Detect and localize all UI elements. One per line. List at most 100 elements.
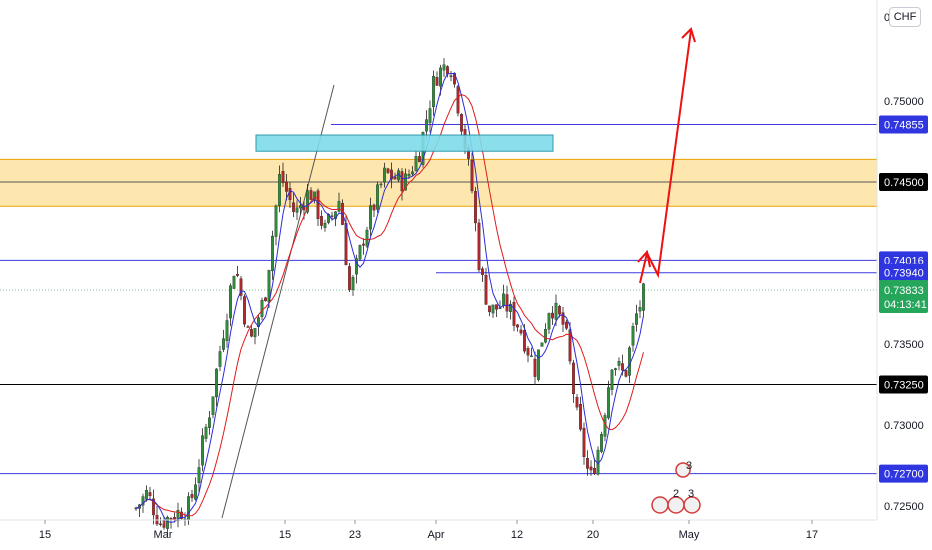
candle-body bbox=[523, 329, 526, 352]
candle-body bbox=[243, 296, 246, 325]
candle-body bbox=[442, 64, 446, 71]
y-tick-label: 0.72500 bbox=[884, 501, 924, 513]
candle-body bbox=[551, 312, 554, 319]
candle-body bbox=[201, 435, 204, 466]
candle-body bbox=[484, 275, 488, 305]
candle-body bbox=[624, 370, 628, 377]
candlesticks bbox=[134, 58, 645, 537]
price-badge-label: 0.73250 bbox=[884, 380, 924, 392]
price-badge-label: 0.74500 bbox=[884, 177, 924, 189]
candle-body bbox=[456, 86, 460, 114]
candle-body bbox=[278, 174, 281, 206]
candle-body bbox=[474, 191, 477, 224]
candle-body bbox=[285, 181, 288, 192]
candle-body bbox=[460, 114, 463, 132]
candle-body bbox=[568, 329, 572, 362]
candle-body bbox=[376, 184, 379, 210]
supply-zone bbox=[0, 159, 877, 207]
candle-body bbox=[236, 274, 239, 276]
candle-body bbox=[141, 496, 145, 506]
price-axis[interactable]: 0.75000 0.73500 0.73000 0.72500 0. bbox=[884, 12, 924, 513]
candle-body bbox=[348, 266, 351, 290]
candle-body bbox=[565, 321, 568, 329]
candle-body bbox=[477, 222, 481, 271]
candle-body bbox=[299, 205, 302, 209]
x-tick-label: 20 bbox=[587, 529, 599, 541]
candle-body bbox=[253, 328, 257, 338]
trend-line-gray bbox=[221, 84, 335, 519]
candle-body bbox=[145, 490, 148, 500]
candle-body bbox=[505, 294, 509, 312]
y-tick-label: 0.73500 bbox=[884, 339, 924, 351]
candle-body bbox=[435, 77, 439, 86]
candle-body bbox=[225, 320, 229, 341]
current-price-badge: 0.73833 04:13:41 bbox=[879, 280, 928, 314]
x-tick-label: Mar bbox=[154, 529, 173, 541]
candle-body bbox=[414, 156, 418, 171]
candle-body bbox=[638, 307, 642, 312]
candle-body bbox=[540, 342, 544, 347]
price-badge-bg bbox=[879, 375, 928, 394]
x-tick-label: May bbox=[679, 529, 700, 541]
y-tick-label: 0. bbox=[884, 12, 893, 24]
candle-body bbox=[372, 204, 376, 211]
candle-body bbox=[418, 156, 421, 163]
candle-body bbox=[162, 520, 166, 528]
price-badge-bg bbox=[879, 173, 928, 191]
current-price-label: 0.73833 bbox=[884, 285, 924, 297]
candle-body bbox=[362, 243, 365, 246]
candle-body bbox=[642, 283, 645, 311]
candle-body bbox=[334, 211, 337, 220]
candle-body bbox=[446, 66, 449, 75]
candle-body bbox=[152, 498, 155, 516]
x-tick-label: Apr bbox=[427, 529, 444, 541]
x-tick-label: 15 bbox=[39, 529, 51, 541]
candle-body bbox=[218, 351, 222, 367]
candle-body bbox=[635, 313, 638, 325]
candle-body bbox=[292, 202, 295, 212]
candle-body bbox=[239, 278, 243, 296]
candle-body bbox=[547, 313, 551, 330]
candle-body bbox=[432, 75, 435, 108]
candle-body bbox=[579, 404, 582, 430]
price-badge-label: 0.74855 bbox=[884, 119, 924, 131]
candle-body bbox=[246, 326, 250, 328]
candle-body bbox=[274, 205, 278, 237]
candle-body bbox=[572, 362, 575, 395]
candle-body bbox=[390, 169, 393, 180]
candle-body bbox=[369, 205, 372, 230]
price-badge-label: 0.72700 bbox=[884, 469, 924, 481]
candle-body bbox=[383, 167, 386, 183]
y-tick-label: 0.73000 bbox=[884, 420, 924, 432]
price-badge-label: 0.73940 bbox=[884, 268, 924, 280]
candle-body bbox=[197, 467, 201, 484]
candle-body bbox=[586, 458, 589, 469]
candle-body bbox=[491, 304, 495, 314]
candle-body bbox=[617, 361, 621, 366]
candle-body bbox=[519, 329, 523, 334]
moving-average-slow bbox=[135, 93, 644, 517]
candle-body bbox=[148, 492, 152, 497]
candle-body bbox=[320, 216, 323, 226]
candle-body bbox=[295, 207, 299, 213]
currency-button[interactable]: CHF bbox=[889, 7, 921, 27]
candle-body bbox=[575, 396, 579, 408]
candle-body bbox=[404, 173, 407, 191]
candle-body bbox=[544, 328, 547, 343]
svg-text:3: 3 bbox=[686, 460, 692, 472]
x-tick-label: 17 bbox=[806, 529, 818, 541]
countdown-label: 04:13:41 bbox=[884, 299, 927, 311]
svg-text:2: 2 bbox=[673, 488, 679, 500]
candle-body bbox=[558, 306, 561, 315]
candle-body bbox=[400, 171, 404, 192]
candle-body bbox=[159, 523, 162, 525]
candle-body bbox=[222, 338, 225, 350]
candle-body bbox=[610, 369, 614, 390]
candle-body bbox=[621, 363, 624, 371]
candle-body bbox=[614, 368, 617, 371]
time-axis[interactable]: 15 Mar 15 23 Apr 12 20 May 17 bbox=[39, 520, 818, 541]
candle-body bbox=[631, 326, 635, 346]
price-badge-bg bbox=[879, 263, 928, 282]
candle-body bbox=[271, 235, 274, 272]
